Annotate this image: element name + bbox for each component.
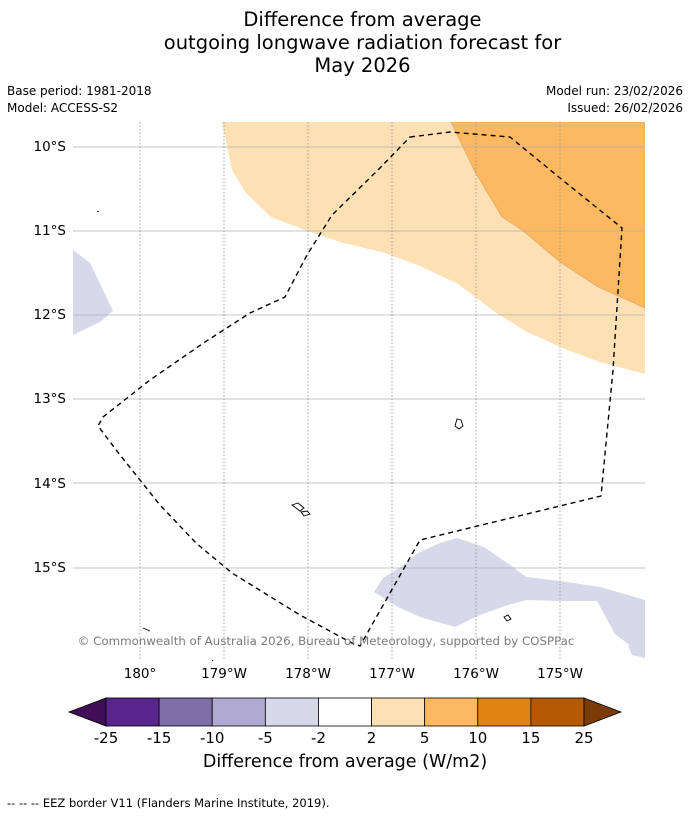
colorbar-segment-8	[477, 697, 532, 727]
island-a	[454, 418, 464, 430]
anomaly-region-neg-left	[73, 250, 113, 335]
chart-title: Difference from average outgoing longwav…	[0, 8, 690, 77]
lon-label-178w: 178°W	[285, 666, 331, 682]
lon-label-179w: 179°W	[201, 666, 247, 682]
title-line-1: Difference from average	[243, 8, 482, 31]
island-b	[291, 502, 305, 512]
eez-legend-text: EEZ border V11 (Flanders Marine Institut…	[42, 796, 330, 810]
cb-tick-9: 15	[521, 729, 540, 747]
island-f	[96, 210, 100, 213]
lat-label-15s: 15°S	[34, 560, 67, 576]
colorbar-segment-5	[318, 697, 372, 727]
issued-date: Issued: 26/02/2026	[567, 101, 683, 115]
meta-left: Base period: 1981-2018 Model: ACCESS-S2	[7, 83, 152, 117]
eez-border	[97, 131, 623, 647]
model-name: Model: ACCESS-S2	[7, 101, 119, 115]
copyright-notice: © Commonwealth of Australia 2026, Bureau…	[78, 634, 575, 648]
colorbar-segment-9	[530, 697, 585, 727]
colorbar-extend-high	[583, 697, 623, 727]
eez-line-symbol: -- -- --	[7, 796, 40, 810]
cb-tick-1: -25	[94, 729, 119, 747]
anomaly-region-neg-bottom	[374, 538, 645, 655]
title-line-2: outgoing longwave radiation forecast for	[163, 31, 562, 54]
island-c	[300, 510, 311, 517]
base-period: Base period: 1981-2018	[7, 84, 152, 98]
lat-label-10s: 10°S	[34, 139, 67, 155]
meta-right: Model run: 23/02/2026 Issued: 26/02/2026	[546, 83, 683, 117]
colorbar-ticks: -25 -15 -10 -5 -2 2 5 10 15 25	[94, 729, 594, 747]
cb-tick-6: 2	[367, 729, 377, 747]
colorbar-segment-7	[424, 697, 479, 727]
cb-tick-5: -2	[311, 729, 326, 747]
colorbar-segment-4	[264, 697, 319, 727]
colorbar-label: Difference from average (W/m2)	[202, 752, 488, 772]
lon-label-175w: 175°W	[537, 666, 583, 682]
islands	[96, 210, 512, 662]
lon-label-177w: 177°W	[369, 666, 415, 682]
colorbar-extend-low	[67, 697, 107, 727]
colorbar	[67, 697, 623, 727]
anomaly-region-neg-small	[628, 645, 645, 658]
island-g	[211, 659, 214, 662]
cb-tick-3: -10	[200, 729, 225, 747]
cb-tick-10: 25	[574, 729, 593, 747]
lon-label-180: 180°	[124, 666, 157, 682]
cb-tick-8: 10	[468, 729, 487, 747]
map-plot-area	[73, 122, 645, 658]
colorbar-segment-2	[158, 697, 213, 727]
lat-label-13s: 13°S	[34, 391, 67, 407]
colorbar-segment-3	[211, 697, 266, 727]
cb-tick-2: -15	[147, 729, 172, 747]
latitude-gridlines	[73, 146, 645, 569]
lat-label-11s: 11°S	[34, 223, 67, 239]
lat-label-12s: 12°S	[34, 307, 67, 323]
island-e	[142, 627, 151, 632]
lon-label-176w: 176°W	[453, 666, 499, 682]
legend-footer: -- -- -- EEZ border V11 (Flanders Marine…	[7, 796, 330, 810]
longitude-gridlines	[139, 122, 561, 660]
lat-label-14s: 14°S	[34, 476, 67, 492]
model-run: Model run: 23/02/2026	[545, 84, 683, 98]
colorbar-segment-1	[105, 697, 160, 727]
colorbar-segment-6	[371, 697, 426, 727]
cb-tick-4: -5	[258, 729, 273, 747]
island-d	[503, 614, 512, 622]
title-line-3: May 2026	[314, 54, 411, 77]
latitude-labels: 10°S 11°S 12°S 13°S 14°S 15°S	[34, 139, 67, 576]
cb-tick-7: 5	[420, 729, 430, 747]
longitude-labels: 180° 179°W 178°W 177°W 176°W 175°W	[124, 666, 583, 682]
map-figure: 10°S 11°S 12°S 13°S 14°S 15°S 180° 179°W…	[34, 122, 645, 747]
